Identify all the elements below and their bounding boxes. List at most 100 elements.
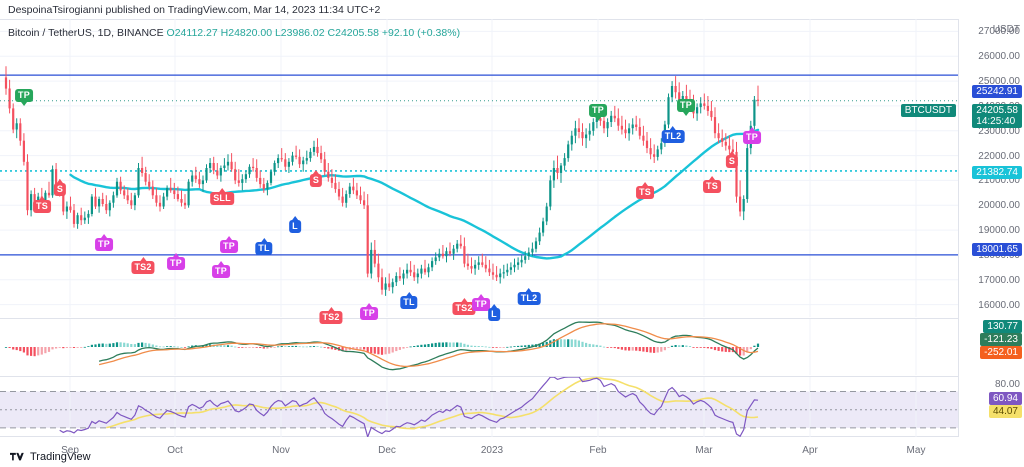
time-tick: Oct <box>167 445 183 456</box>
time-tick: 2023 <box>480 445 504 456</box>
trade-marker-tp[interactable]: TP <box>472 294 490 311</box>
trade-marker-sll[interactable]: SLL <box>210 188 234 205</box>
last-price-time: 14:25:40 <box>976 116 1016 127</box>
trade-marker-tp[interactable]: TP <box>15 89 33 106</box>
time-tick: Nov <box>272 445 290 456</box>
rsi-value-badge[interactable]: 44.07 <box>988 405 1022 418</box>
trade-marker-label: L <box>292 221 298 231</box>
macd-value-badge[interactable]: -252.01 <box>980 346 1022 359</box>
trade-marker-ts2[interactable]: TS2 <box>131 257 155 274</box>
trade-marker-label: TL <box>403 297 415 307</box>
trade-marker-label: TL2 <box>520 293 538 303</box>
chart-legend: Bitcoin / TetherUS, 1D, BINANCE O24112.2… <box>8 27 460 39</box>
legend-low: L23986.02 <box>274 27 325 39</box>
time-tick: Mar <box>695 445 713 456</box>
trade-marker-tp[interactable]: TP <box>220 236 238 253</box>
trade-marker-s[interactable]: S <box>725 151 739 168</box>
footer: TradingView <box>10 451 91 463</box>
trade-marker-s[interactable]: S <box>309 170 323 187</box>
macd-value-badge[interactable]: 130.77 <box>983 320 1022 333</box>
price-tick: 23000.00 <box>978 126 1020 137</box>
rsi-pane[interactable] <box>0 376 958 438</box>
attribution-text: DespoinaTsirogianni published on Trading… <box>8 4 381 16</box>
price-scale[interactable]: USDT27000.0026000.0025000.0024000.002300… <box>900 19 1024 437</box>
trade-marker-label: TP <box>170 258 182 268</box>
trade-marker-label: TS <box>706 181 718 191</box>
price-scale-unit: USDT <box>992 24 1020 35</box>
time-tick: Apr <box>802 445 818 456</box>
trade-marker-label: TL <box>258 243 270 253</box>
macd-value-badge[interactable]: -121.23 <box>980 333 1022 346</box>
trade-marker-label: S <box>728 156 736 166</box>
trade-marker-tl2[interactable]: TL2 <box>661 126 685 143</box>
trade-marker-s[interactable]: S <box>53 179 67 196</box>
trade-marker-label: SLL <box>213 193 231 203</box>
trade-marker-label: S <box>312 175 320 185</box>
trade-marker-label: TP <box>18 90 30 100</box>
chart-frame <box>0 19 1024 437</box>
price-tick: 19000.00 <box>978 225 1020 236</box>
trade-marker-ts2[interactable]: TS2 <box>319 307 343 324</box>
trade-marker-ts2[interactable]: TS2 <box>452 298 476 315</box>
price-tick: 17000.00 <box>978 275 1020 286</box>
trade-marker-label: TS <box>36 201 48 211</box>
legend-open: O24112.27 <box>166 27 218 39</box>
legend-change: +92.10 (+0.38%) <box>381 27 461 39</box>
price-tick: 16000.00 <box>978 300 1020 311</box>
trade-marker-label: L <box>491 309 497 319</box>
trade-marker-tp[interactable]: TP <box>167 253 185 270</box>
trade-marker-label: TP <box>746 132 758 142</box>
trade-marker-ts[interactable]: TS <box>33 196 51 213</box>
price-tick: 21000.00 <box>978 175 1020 186</box>
trade-marker-label: TL2 <box>664 131 682 141</box>
legend-high: H24820.00 <box>220 27 273 39</box>
macd-pane[interactable] <box>0 318 958 376</box>
trade-marker-tp[interactable]: TP <box>360 303 378 320</box>
trade-marker-l[interactable]: L <box>488 304 500 321</box>
trade-marker-tp[interactable]: TP <box>677 99 695 116</box>
trade-marker-tl2[interactable]: TL2 <box>517 288 541 305</box>
price-tick: 26000.00 <box>978 51 1020 62</box>
trade-marker-label: TS <box>639 187 651 197</box>
trade-marker-ts[interactable]: TS <box>636 182 654 199</box>
time-tick: Sep <box>61 445 79 456</box>
trade-marker-label: TS2 <box>134 262 152 272</box>
tradingview-logo-icon <box>10 452 24 461</box>
time-scale[interactable]: Sep Oct Nov Dec 2023 Feb Mar Apr May <box>0 437 1024 467</box>
resistance-level-badge[interactable]: 25242.91 <box>972 85 1022 98</box>
legend-symbol: Bitcoin / TetherUS, 1D, BINANCE <box>8 27 164 39</box>
trade-marker-tl[interactable]: TL <box>255 238 273 255</box>
last-price-badge[interactable]: 24205.58 14:25:40 <box>972 104 1022 128</box>
time-tick: Feb <box>589 445 607 456</box>
support-level-badge[interactable]: 18001.65 <box>972 243 1022 256</box>
trade-marker-label: S <box>56 184 64 194</box>
time-tick: May <box>906 445 926 456</box>
footer-brand: TradingView <box>30 451 91 463</box>
trade-marker-tp[interactable]: TP <box>95 234 113 251</box>
price-tick: 22000.00 <box>978 151 1020 162</box>
trade-marker-ts[interactable]: TS <box>703 176 721 193</box>
trade-marker-label: TP <box>223 241 235 251</box>
time-tick: Dec <box>378 445 396 456</box>
trade-marker-label: TS2 <box>455 303 473 313</box>
trade-marker-label: TP <box>475 299 487 309</box>
price-tick: 20000.00 <box>978 200 1020 211</box>
legend-close: C24205.58 <box>327 27 379 39</box>
trade-marker-label: TP <box>680 100 692 110</box>
trade-marker-l[interactable]: L <box>289 216 301 233</box>
support-cyan-level-badge[interactable]: 21382.74 <box>972 166 1022 179</box>
trade-marker-label: TP <box>98 239 110 249</box>
price-tick: 25000.00 <box>978 76 1020 87</box>
trade-marker-label: TP <box>592 105 604 115</box>
trade-marker-label: TP <box>363 308 375 318</box>
trade-marker-tp[interactable]: TP <box>743 127 761 144</box>
rsi-top-tick: 80.00 <box>994 379 1020 390</box>
trade-marker-label: TS2 <box>322 312 340 322</box>
symbol-tag[interactable]: BTCUSDT <box>900 104 956 117</box>
trade-marker-tl[interactable]: TL <box>400 292 418 309</box>
trade-marker-tp[interactable]: TP <box>212 261 230 278</box>
trade-marker-tp[interactable]: TP <box>589 104 607 121</box>
price-tick: 27000.00 <box>978 26 1020 37</box>
rsi-value-badge[interactable]: 60.94 <box>988 392 1022 405</box>
